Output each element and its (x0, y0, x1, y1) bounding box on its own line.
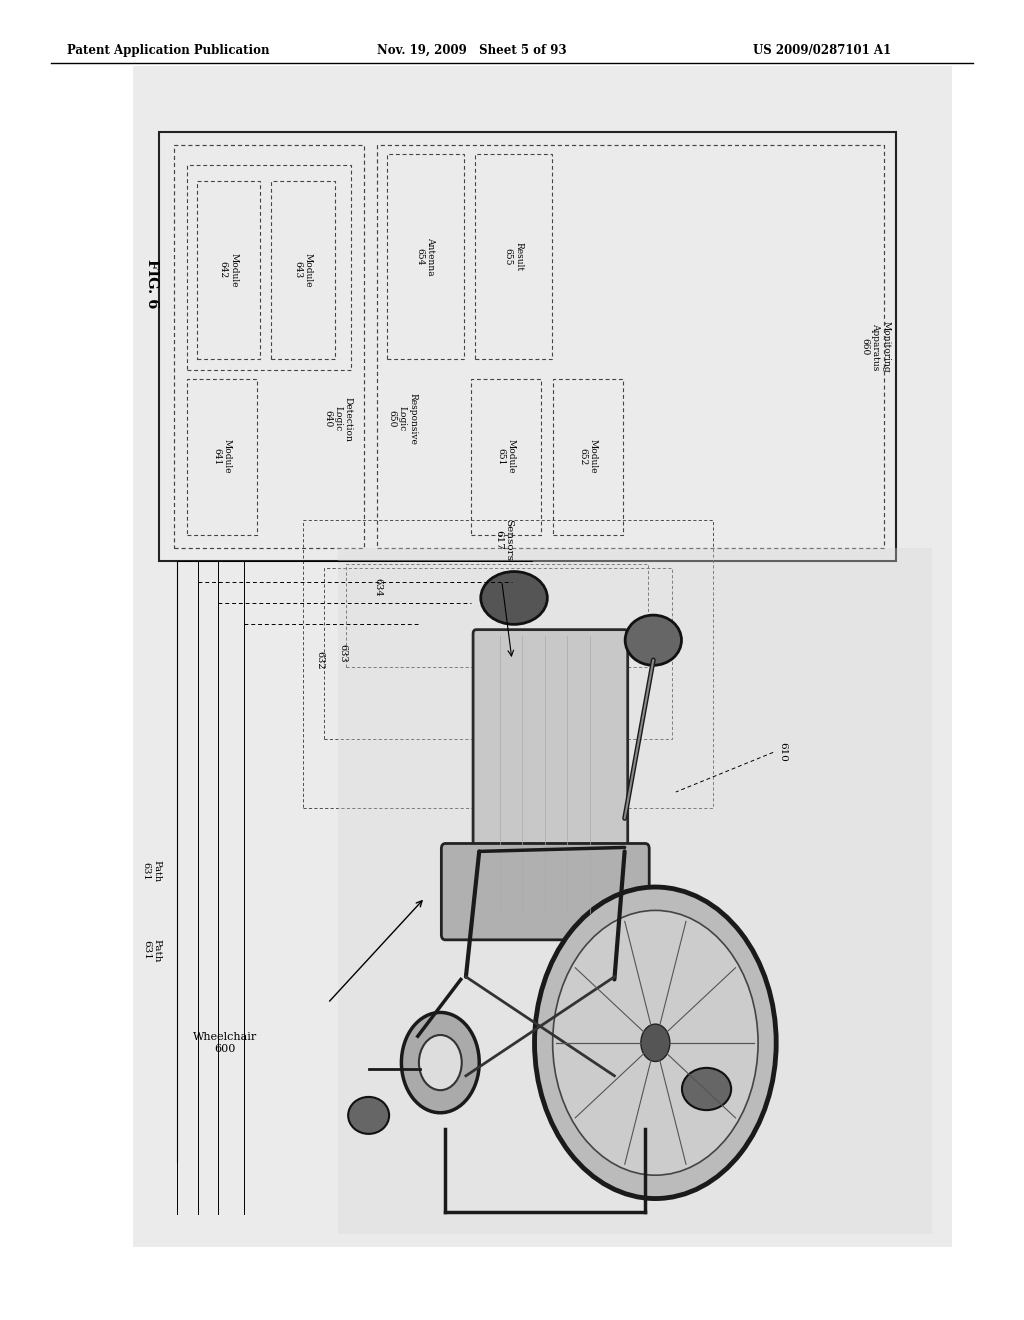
Text: Path
631: Path 631 (142, 939, 161, 962)
FancyBboxPatch shape (441, 843, 649, 940)
Bar (133, 66, 952, 1247)
Text: Sensors
617: Sensors 617 (495, 519, 513, 561)
Bar (187, 165, 351, 370)
Text: Path
631: Path 631 (142, 861, 161, 882)
Text: Detection
Logic
640: Detection Logic 640 (323, 396, 353, 441)
Text: US 2009/0287101 A1: US 2009/0287101 A1 (753, 44, 891, 57)
Bar (197, 181, 260, 359)
Text: Result
655: Result 655 (504, 242, 523, 272)
Bar (338, 548, 932, 1234)
Bar (377, 145, 884, 548)
Ellipse shape (682, 1068, 731, 1110)
Text: Module
643: Module 643 (294, 252, 312, 288)
Text: 634: 634 (374, 578, 383, 597)
FancyBboxPatch shape (473, 630, 628, 921)
Text: 633: 633 (338, 644, 347, 663)
Ellipse shape (481, 572, 547, 624)
Circle shape (419, 1035, 462, 1090)
Text: Module
652: Module 652 (579, 440, 597, 474)
Circle shape (535, 887, 776, 1199)
Text: Monitoring
Apparatus
660: Monitoring Apparatus 660 (860, 321, 891, 372)
Text: Module
642: Module 642 (219, 252, 238, 288)
Bar (475, 154, 552, 359)
Bar (159, 132, 896, 561)
Text: Responsive
Logic
650: Responsive Logic 650 (387, 393, 418, 445)
Ellipse shape (625, 615, 682, 665)
Text: 632: 632 (315, 651, 325, 669)
Text: Wheelchair
600: Wheelchair 600 (194, 1032, 257, 1053)
Bar (271, 181, 335, 359)
Bar (324, 568, 672, 739)
Circle shape (553, 911, 758, 1175)
Text: Nov. 19, 2009   Sheet 5 of 93: Nov. 19, 2009 Sheet 5 of 93 (377, 44, 566, 57)
Bar (387, 154, 464, 359)
Bar (553, 379, 623, 535)
Text: FIG. 6: FIG. 6 (144, 259, 159, 309)
Text: Antenna
654: Antenna 654 (416, 238, 435, 276)
Ellipse shape (348, 1097, 389, 1134)
Text: Module
641: Module 641 (213, 440, 231, 474)
Text: Patent Application Publication: Patent Application Publication (67, 44, 269, 57)
Text: Module
651: Module 651 (497, 440, 515, 474)
Bar (471, 379, 541, 535)
Bar (303, 520, 713, 808)
Bar (187, 379, 257, 535)
Circle shape (401, 1012, 479, 1113)
Text: 610: 610 (778, 742, 787, 763)
Bar (346, 564, 648, 667)
Circle shape (641, 1024, 670, 1061)
Bar (174, 145, 364, 548)
